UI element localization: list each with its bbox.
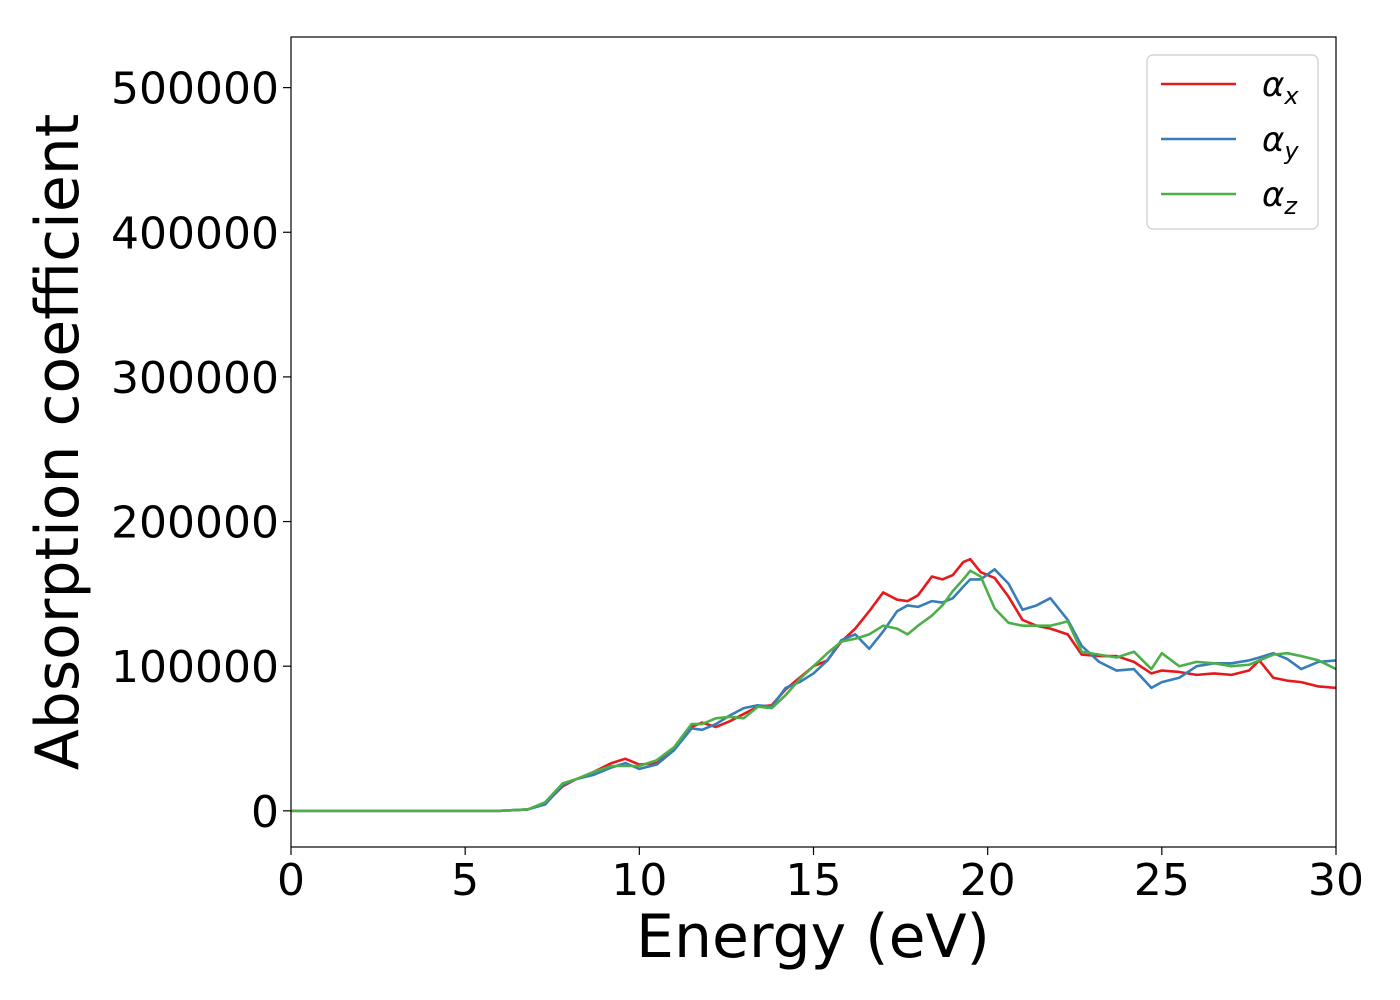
x-tick-label: 0 <box>277 855 305 906</box>
legend-label-x: αx <box>1262 65 1299 110</box>
legend-subscript: y <box>1283 137 1299 165</box>
legend-label-y: αy <box>1262 120 1299 165</box>
x-tick-label: 15 <box>786 855 842 906</box>
series-layer <box>291 557 1337 813</box>
legend-symbol: α <box>1262 120 1284 160</box>
x-axis-title: Energy (eV) <box>636 902 990 972</box>
x-tick-label: 25 <box>1134 855 1190 906</box>
legend-symbol: α <box>1262 65 1284 105</box>
legend-subscript: z <box>1283 192 1298 220</box>
y-tick-label: 300000 <box>111 353 279 404</box>
y-axis-ticks: 0 100000 200000 300000 400000 500000 <box>111 64 291 838</box>
legend-subscript: x <box>1283 82 1299 110</box>
x-axis-ticks: 0 5 10 15 20 25 30 <box>277 847 1364 906</box>
y-tick-label: 500000 <box>111 64 279 115</box>
y-tick-label: 400000 <box>111 208 279 259</box>
x-tick-label: 30 <box>1308 855 1364 906</box>
x-tick-label: 20 <box>960 855 1016 906</box>
series-line-z <box>291 569 1337 813</box>
y-tick-label: 100000 <box>111 642 279 693</box>
y-axis-title: Absorption coefficient <box>23 114 93 771</box>
legend-symbol: α <box>1262 175 1284 215</box>
series-line-y <box>291 567 1337 813</box>
legend-box <box>1146 54 1319 230</box>
y-tick-label: 200000 <box>111 498 279 549</box>
x-tick-label: 5 <box>451 855 479 906</box>
y-tick-label: 0 <box>251 787 279 838</box>
legend-label-z: αz <box>1262 175 1298 220</box>
x-tick-label: 10 <box>611 855 667 906</box>
